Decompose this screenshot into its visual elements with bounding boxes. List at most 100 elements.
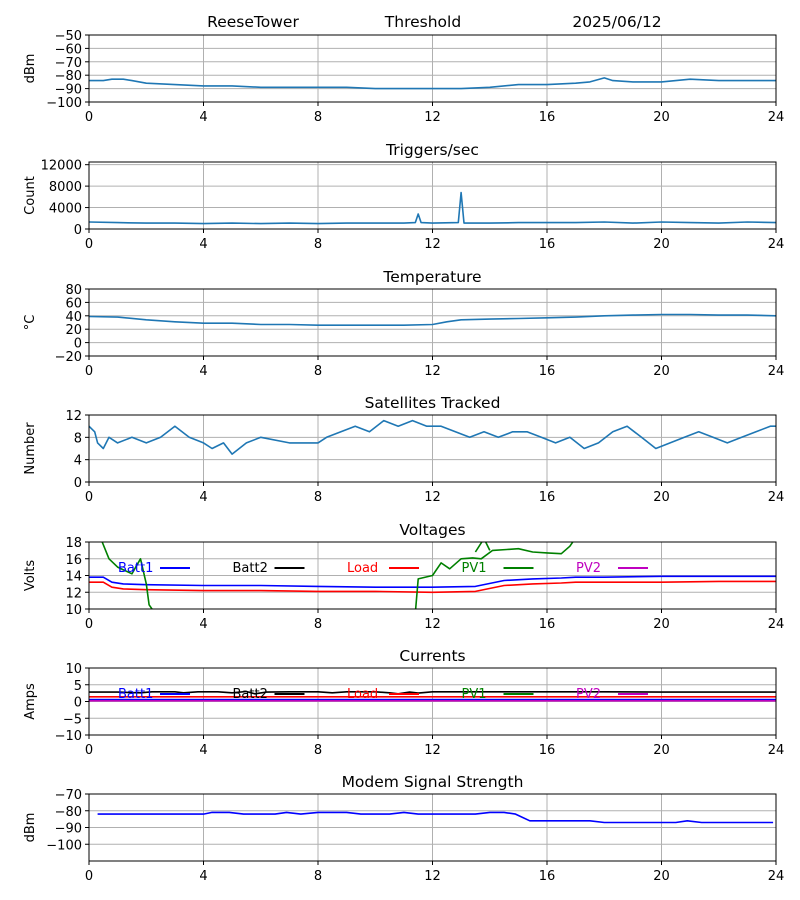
x-tick-label: 20	[653, 617, 670, 632]
x-tick-label: 8	[314, 490, 322, 505]
y-axis-label: Number	[23, 422, 38, 475]
axes-frame	[88, 414, 777, 483]
x-tick-label: 12	[424, 869, 441, 884]
y-tick-label: 4	[74, 454, 82, 469]
plot-area	[89, 419, 776, 455]
y-tick-label: −60	[55, 42, 82, 57]
y-tick-label: −80	[55, 69, 82, 84]
x-tick-label: 24	[768, 110, 785, 125]
panel-satellites: Satellites Tracked 0 4 8 12 16 20 24 0 4 8 12 Number	[23, 394, 784, 505]
chart-title: Voltages	[399, 521, 465, 539]
x-tick-label: 0	[85, 364, 93, 379]
chart-title: Currents	[399, 647, 465, 665]
y-tick-label: −80	[55, 805, 82, 820]
legend-label-pv2: PV2	[576, 561, 601, 576]
y-tick-label: 20	[65, 323, 82, 338]
panel-title: Threshold	[384, 13, 461, 31]
plot-area	[89, 77, 776, 90]
series-line-batt2	[89, 690, 776, 695]
legend-label-batt2: Batt2	[233, 687, 268, 702]
y-tick-label: 12000	[41, 159, 82, 174]
x-tick-label: 20	[653, 869, 670, 884]
chart-title: Modem Signal Strength	[342, 773, 524, 791]
x-tick-label: 4	[199, 743, 207, 758]
chart-title: Temperature	[382, 268, 481, 286]
axes-frame	[88, 667, 777, 736]
x-tick-label: 12	[424, 237, 441, 252]
x-tick-label: 12	[424, 743, 441, 758]
x-tick-label: 16	[539, 869, 556, 884]
y-tick-label: 8	[74, 431, 82, 446]
y-tick-label: −5	[63, 712, 82, 727]
x-tick-label: 20	[653, 110, 670, 125]
y-tick-label: 14	[65, 570, 82, 585]
y-tick-label: 0	[74, 223, 82, 238]
axes-frame	[88, 793, 777, 862]
x-tick-label: 12	[424, 110, 441, 125]
x-tick-label: 8	[314, 743, 322, 758]
legend-label-pv1: PV1	[462, 687, 487, 702]
x-tick-label: 16	[539, 743, 556, 758]
x-tick-label: 20	[653, 364, 670, 379]
x-tick-label: 12	[424, 364, 441, 379]
x-tick-label: 24	[768, 490, 785, 505]
y-tick-label: −70	[55, 788, 82, 803]
y-tick-label: −10	[55, 729, 82, 744]
panel-triggers: Triggers/sec 0 4 8 12 16 20 24 0 4000 8000 12000Cou…	[23, 141, 784, 252]
x-tick-label: 0	[85, 110, 93, 125]
x-tick-label: 8	[314, 110, 322, 125]
axes-frame	[88, 288, 777, 357]
y-tick-label: 12	[65, 586, 82, 601]
y-tick-label: 16	[65, 553, 82, 568]
y-tick-label: −90	[55, 83, 82, 98]
y-tick-label: 0	[74, 696, 82, 711]
panel-modem-signal: Modem Signal Strength 0 4 8 12 16 20 24 −70 −80 −9…	[23, 773, 784, 884]
panel-threshold: 0 4 8 12 16 20 24 −50−60−70−80−90−100 dBm	[23, 29, 784, 125]
series-line-main	[89, 191, 776, 225]
series-line-load	[89, 580, 776, 594]
plot-area	[89, 690, 776, 702]
series-line-main	[89, 419, 776, 455]
y-axis-label: Count	[23, 176, 38, 215]
y-tick-label: 10	[65, 662, 82, 677]
x-tick-label: 16	[539, 237, 556, 252]
x-tick-label: 24	[768, 743, 785, 758]
legend: Batt1 Batt2 Load PV1 PV2	[118, 561, 648, 576]
x-tick-label: 4	[199, 110, 207, 125]
series-line-main	[89, 313, 776, 327]
plot-area	[97, 811, 774, 824]
x-tick-label: 24	[768, 617, 785, 632]
y-tick-label: −20	[55, 350, 82, 365]
series-line-modem	[97, 811, 774, 824]
y-tick-label: 12	[65, 409, 82, 424]
legend-label-batt1: Batt1	[118, 561, 153, 576]
x-tick-label: 16	[539, 364, 556, 379]
y-tick-label: 4000	[49, 202, 82, 217]
y-tick-label: 5	[74, 679, 82, 694]
x-tick-label: 16	[539, 617, 556, 632]
axes-frame	[88, 161, 777, 230]
y-axis-label: Volts	[23, 560, 38, 592]
legend-label-batt1: Batt1	[118, 687, 153, 702]
axes-frame	[88, 541, 777, 610]
series-line-pv1	[101, 542, 153, 609]
legend-label-pv1: PV1	[462, 561, 487, 576]
y-tick-label: 8000	[49, 180, 82, 195]
station-name: ReeseTower	[207, 13, 299, 31]
x-tick-label: 0	[85, 617, 93, 632]
x-tick-label: 4	[199, 490, 207, 505]
series-line-pv1	[414, 542, 574, 609]
y-axis-label: dBm	[23, 54, 38, 84]
y-tick-label: 10	[65, 603, 82, 618]
x-tick-label: 0	[85, 869, 93, 884]
x-tick-label: 0	[85, 743, 93, 758]
x-tick-label: 0	[85, 237, 93, 252]
x-tick-label: 20	[653, 743, 670, 758]
y-tick-label: −100	[46, 96, 82, 111]
plot-area	[89, 191, 776, 225]
x-tick-label: 24	[768, 364, 785, 379]
legend-label-load: Load	[347, 561, 378, 576]
